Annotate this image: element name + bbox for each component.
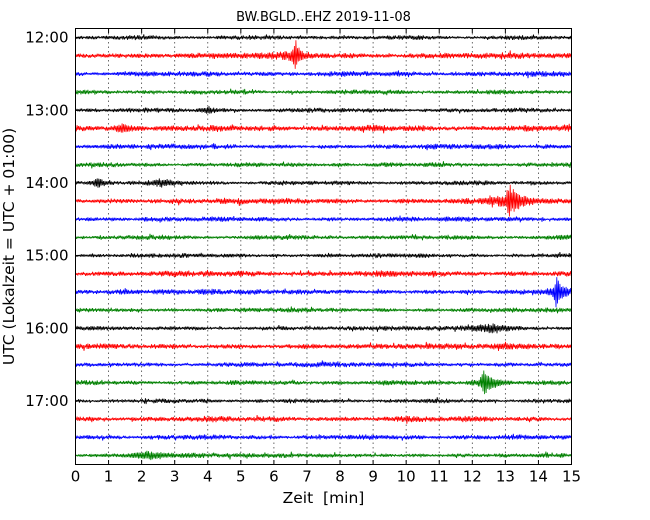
- x-tick-label: 3: [170, 468, 180, 486]
- x-tick-label: 14: [529, 468, 548, 486]
- trace-14:15: [75, 184, 572, 217]
- trace-16:00: [75, 323, 572, 334]
- trace-13:30: [75, 143, 572, 151]
- trace-16:30: [75, 360, 572, 369]
- y-tick-label: 15:00: [25, 247, 68, 265]
- trace-17:15: [75, 415, 572, 424]
- tick-labels: 0 1 2 3 4 5 6 7 8 9 10 11 12 13 14 1512:0013:0014:0015:…: [25, 29, 581, 486]
- trace-12:45: [75, 88, 572, 96]
- trace-13:15: [75, 123, 572, 134]
- x-tick-label: 7: [302, 468, 312, 486]
- traces: [75, 34, 572, 461]
- trace-13:00: [75, 106, 572, 114]
- x-axis-label: Zeit [min]: [283, 489, 365, 507]
- y-tick-label: 14:00: [25, 174, 68, 192]
- x-tick-label: 13: [496, 468, 515, 486]
- y-axis-label: UTC (Lokalzeit = UTC + 01:00): [0, 128, 18, 365]
- trace-14:30: [75, 215, 572, 223]
- y-tick-label: 12:00: [25, 29, 68, 47]
- x-tick-label: 15: [562, 468, 581, 486]
- x-tick-label: 10: [397, 468, 416, 486]
- x-tick-label: 9: [368, 468, 378, 486]
- trace-15:15: [75, 269, 572, 278]
- gridlines: [108, 28, 539, 465]
- y-tick-label: 13:00: [25, 101, 68, 119]
- x-tick-label: 6: [269, 468, 279, 486]
- x-tick-label: 8: [335, 468, 345, 486]
- trace-15:30: [75, 277, 572, 308]
- trace-14:45: [75, 233, 572, 241]
- x-tick-label: 1: [104, 468, 114, 486]
- chart-title: BW.BGLD..EHZ 2019-11-08: [236, 10, 411, 25]
- axes-frame: [75, 28, 572, 465]
- x-tick-label: 11: [430, 468, 449, 486]
- plot-layers: 0 1 2 3 4 5 6 7 8 9 10 11 12 13 14 1512:0013:0014:0015:…: [25, 28, 581, 486]
- x-tick-label: 5: [236, 468, 246, 486]
- y-tick-label: 16:00: [25, 319, 68, 337]
- trace-15:45: [75, 306, 572, 314]
- trace-16:15: [75, 341, 572, 351]
- trace-12:00: [75, 34, 572, 41]
- trace-17:30: [75, 433, 572, 441]
- trace-17:45: [75, 450, 572, 461]
- trace-12:30: [75, 70, 572, 79]
- trace-16:45: [75, 370, 572, 395]
- trace-17:00: [75, 397, 572, 405]
- plot-border: [75, 28, 572, 465]
- trace-13:45: [75, 161, 572, 169]
- x-tick-label: 2: [137, 468, 147, 486]
- x-tick-label: 4: [203, 468, 213, 486]
- trace-15:00: [75, 251, 572, 259]
- x-tick-label: 0: [71, 468, 81, 486]
- y-tick-label: 17:00: [25, 392, 68, 410]
- trace-12:15: [75, 40, 572, 69]
- trace-14:00: [75, 178, 572, 188]
- x-tick-label: 12: [463, 468, 482, 486]
